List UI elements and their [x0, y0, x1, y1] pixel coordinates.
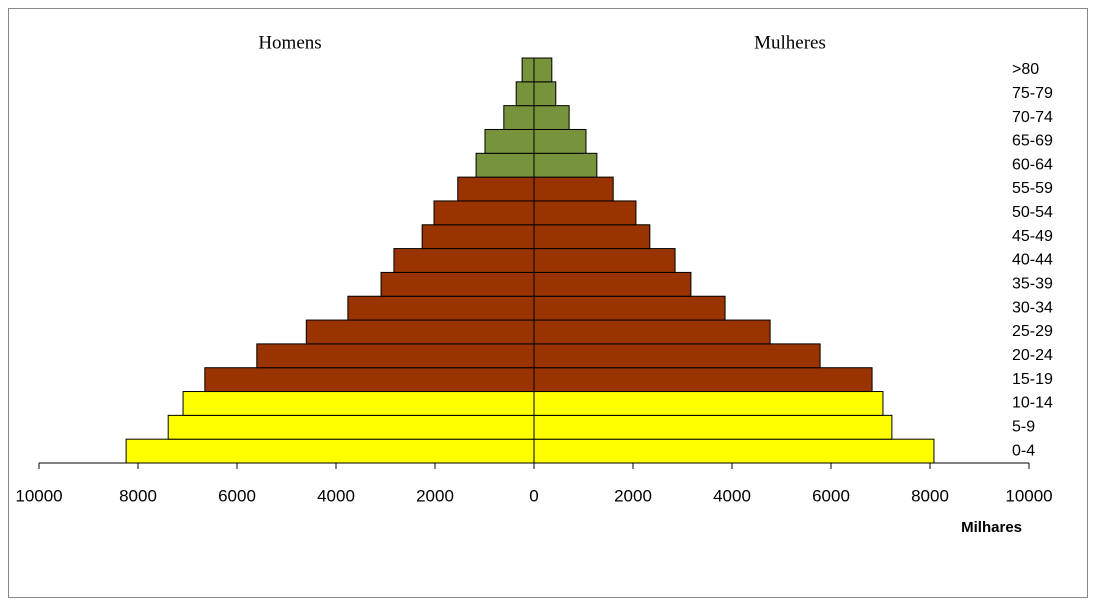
category-label: 25-29	[1012, 323, 1053, 340]
bar	[204, 367, 535, 393]
category-label: 0-4	[1012, 442, 1035, 459]
x-tick-label: 8000	[119, 486, 157, 505]
bar	[433, 200, 535, 226]
bar	[533, 57, 553, 83]
bar	[533, 200, 637, 226]
x-tick-label: 2000	[416, 486, 454, 505]
bar	[475, 152, 535, 178]
x-tick-label: 4000	[317, 486, 355, 505]
category-label: 20-24	[1012, 347, 1053, 364]
bar	[305, 319, 535, 345]
x-axis-title: Milhares	[961, 519, 1022, 536]
bar	[533, 152, 598, 178]
bar	[533, 391, 884, 416]
x-tick-label: 10000	[15, 486, 62, 505]
category-label: 10-14	[1012, 395, 1053, 412]
category-label: 65-69	[1012, 133, 1053, 150]
bar	[533, 128, 587, 154]
bar	[484, 128, 535, 154]
bar	[457, 176, 535, 202]
bar	[125, 438, 535, 464]
category-label: 70-74	[1012, 109, 1053, 126]
x-tick-label: 4000	[713, 486, 751, 505]
bar	[167, 414, 535, 440]
category-label: 5-9	[1012, 418, 1035, 435]
category-label: 45-49	[1012, 228, 1053, 245]
category-label: 40-44	[1012, 252, 1053, 269]
category-label: 75-79	[1012, 85, 1053, 102]
x-tick-label: 2000	[614, 486, 652, 505]
category-label: >80	[1012, 61, 1039, 78]
bar	[533, 414, 893, 440]
bar	[533, 176, 614, 202]
bar	[256, 343, 535, 369]
series-label: Homens	[258, 32, 321, 53]
bar	[421, 224, 535, 250]
bar	[533, 81, 557, 107]
bar	[533, 105, 570, 130]
x-tick-label: 10000	[1005, 486, 1052, 505]
bar	[533, 367, 873, 393]
bar	[393, 248, 535, 273]
bar	[533, 438, 935, 464]
bar	[533, 271, 692, 297]
bar	[533, 224, 651, 250]
category-label: 55-59	[1012, 180, 1053, 197]
bar	[182, 391, 535, 416]
bar	[533, 343, 821, 369]
category-label: 35-39	[1012, 276, 1053, 293]
x-tick-label: 0	[529, 486, 538, 505]
bar	[533, 319, 771, 345]
x-tick-label: 6000	[812, 486, 850, 505]
category-label: 30-34	[1012, 299, 1053, 316]
category-label: 60-64	[1012, 156, 1053, 173]
series-label: Mulheres	[754, 32, 826, 53]
bar	[503, 105, 535, 130]
category-label: 15-19	[1012, 371, 1053, 388]
bar	[521, 57, 535, 83]
bar	[533, 295, 726, 321]
bar	[380, 271, 535, 297]
x-tick-label: 8000	[911, 486, 949, 505]
bar	[515, 81, 535, 107]
x-tick-label: 6000	[218, 486, 256, 505]
bar	[347, 295, 535, 321]
category-label: 50-54	[1012, 204, 1053, 221]
bar	[533, 248, 676, 273]
